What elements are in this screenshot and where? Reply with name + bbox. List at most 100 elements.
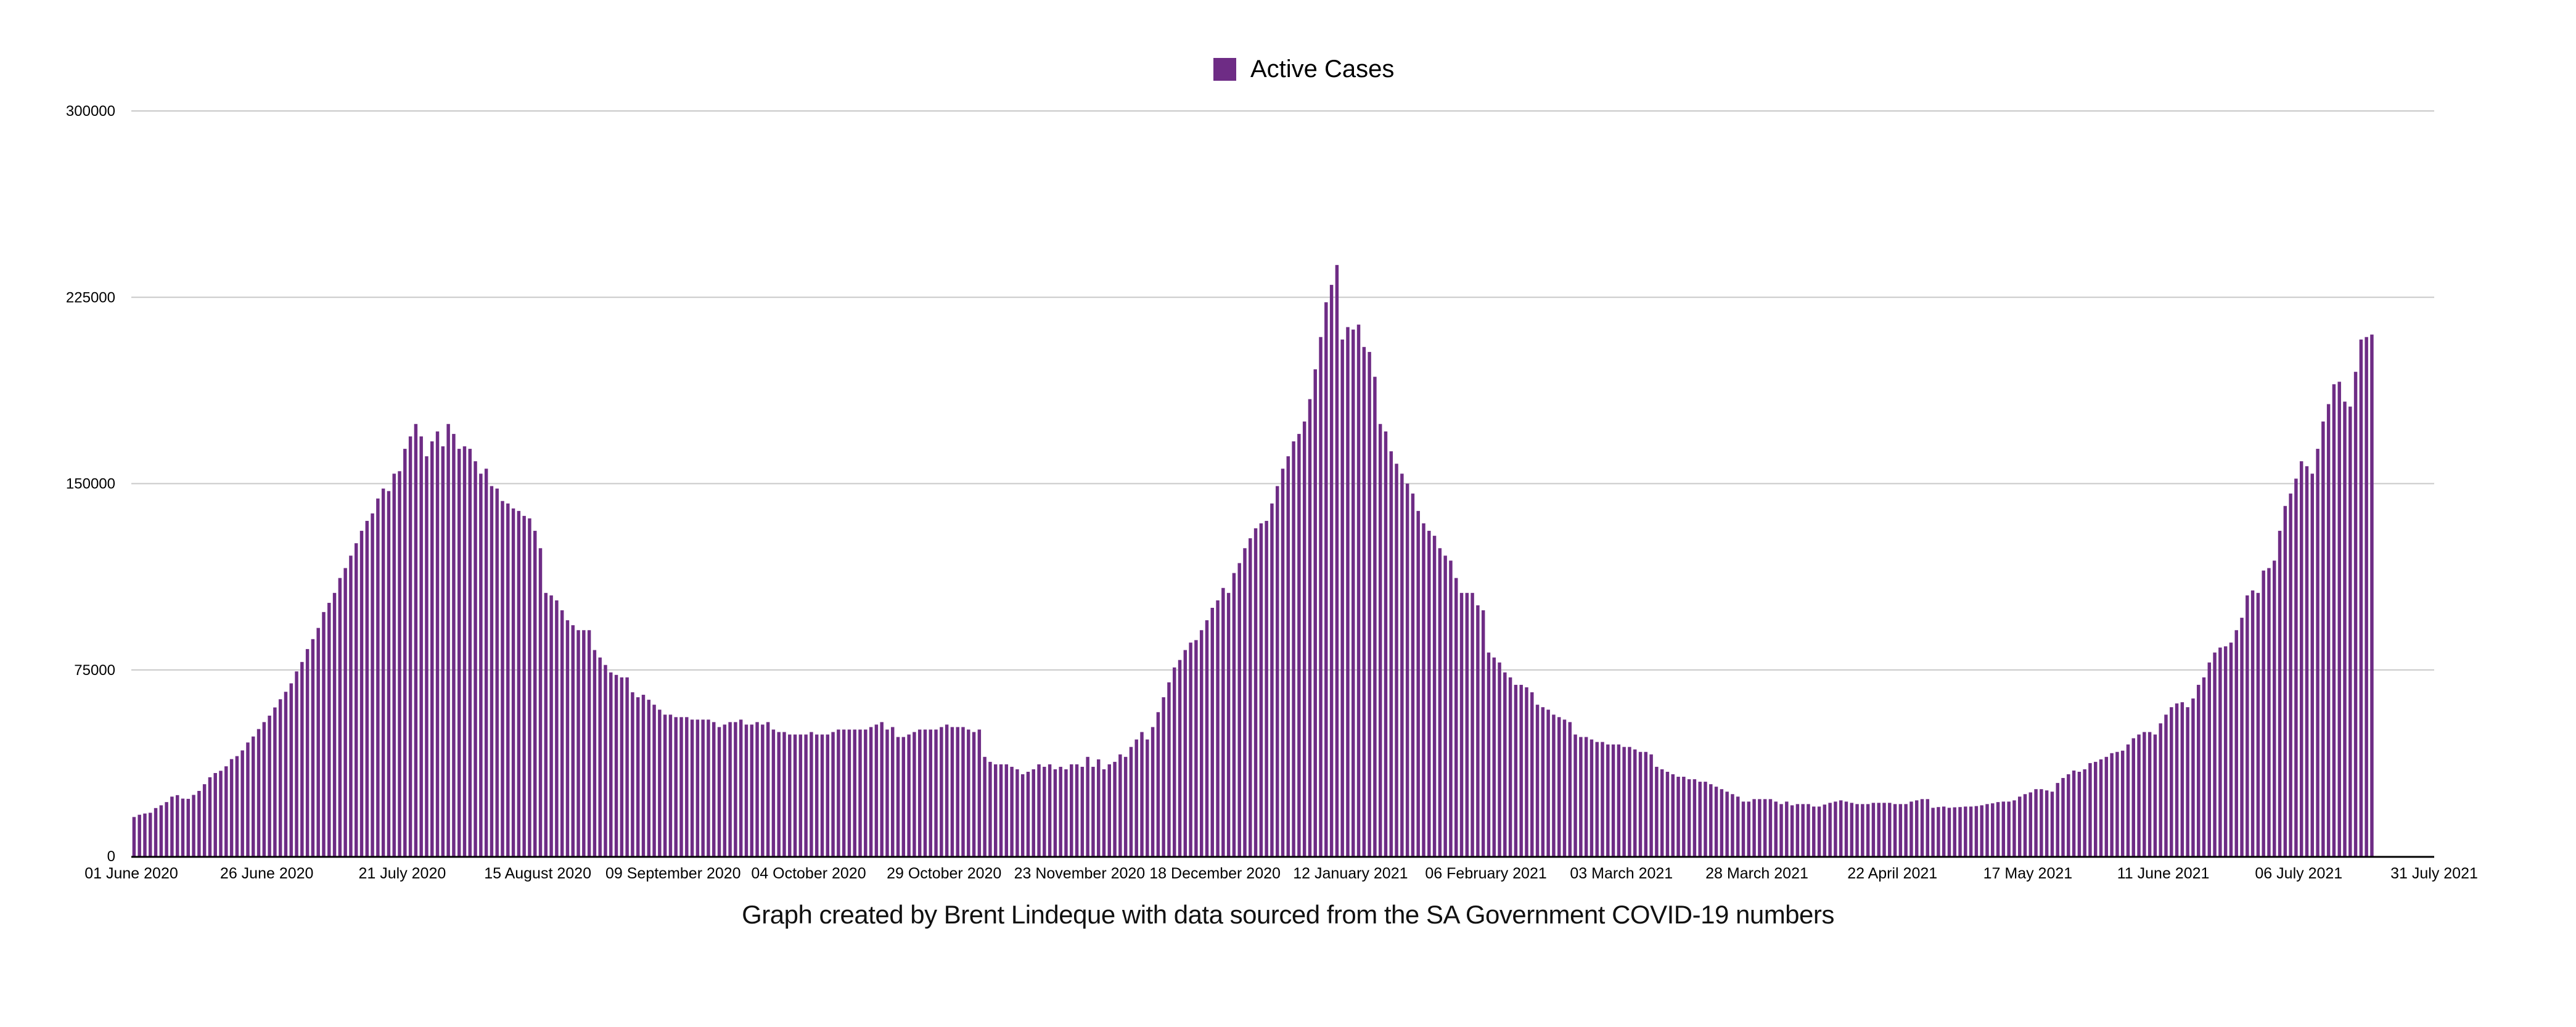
bar	[2278, 531, 2282, 856]
x-tick-label: 28 March 2021	[1705, 865, 1808, 882]
bar	[305, 649, 310, 856]
bar	[717, 727, 721, 856]
bar	[1817, 806, 1821, 856]
bar	[1584, 737, 1588, 856]
bar	[1146, 739, 1149, 856]
bar	[1368, 351, 1371, 856]
bar	[1807, 804, 1810, 856]
bar	[961, 727, 965, 856]
bar	[1151, 727, 1155, 856]
bar	[1471, 592, 1474, 856]
bar	[1795, 804, 1800, 856]
bar	[1676, 777, 1680, 856]
bar	[571, 625, 575, 856]
x-tick-label: 01 June 2020	[84, 865, 178, 882]
x-tick-label: 06 February 2021	[1425, 865, 1546, 882]
bar	[913, 732, 916, 856]
bar	[2147, 732, 2152, 856]
bar	[2234, 630, 2238, 856]
bar	[1611, 744, 1615, 856]
bar	[804, 734, 808, 856]
bar	[2289, 493, 2292, 856]
bar	[1823, 804, 1827, 856]
bar	[501, 501, 504, 856]
bar	[2120, 750, 2125, 856]
bar	[788, 734, 792, 856]
bar	[1617, 744, 1621, 856]
bar	[2153, 734, 2157, 856]
bar	[2310, 473, 2314, 856]
bar	[582, 630, 586, 856]
legend-label-active-cases: Active Cases	[1250, 55, 1395, 83]
bar	[295, 671, 298, 856]
bar	[1779, 804, 1783, 856]
bar	[149, 812, 152, 856]
bar	[2028, 792, 2032, 856]
bar	[1801, 804, 1805, 856]
bar	[1692, 779, 1697, 856]
bar	[1557, 717, 1561, 856]
bar	[1953, 807, 1956, 856]
bar	[1714, 787, 1718, 856]
bar	[2213, 652, 2217, 856]
bar	[202, 784, 207, 856]
bar	[268, 715, 271, 856]
bar	[1682, 777, 1686, 856]
bar	[1080, 766, 1085, 856]
bar	[576, 630, 580, 856]
bar	[810, 732, 813, 856]
bar	[555, 600, 559, 856]
bar	[755, 722, 759, 856]
bar	[1449, 560, 1453, 856]
bar	[1649, 754, 1653, 856]
bar	[1324, 302, 1328, 856]
bar	[967, 729, 970, 856]
bar	[175, 795, 179, 856]
bar	[1194, 640, 1198, 856]
bar	[1221, 587, 1225, 856]
bar	[2143, 732, 2146, 856]
bar	[1178, 660, 1182, 856]
bar	[143, 813, 147, 856]
bar	[2229, 642, 2233, 856]
bar	[2023, 794, 2027, 856]
bar	[1898, 804, 1903, 856]
bar	[408, 436, 412, 856]
bar	[728, 722, 732, 856]
bar	[826, 734, 830, 856]
bar	[1070, 764, 1073, 856]
bar	[674, 717, 678, 856]
bar	[1871, 803, 1876, 856]
bar	[1888, 803, 1892, 856]
bar	[972, 732, 976, 856]
bar	[1140, 732, 1144, 856]
bar	[398, 471, 401, 856]
bar	[690, 719, 694, 856]
bar	[1286, 456, 1290, 856]
bar	[2299, 461, 2303, 856]
bar	[1270, 503, 1274, 856]
bar	[284, 692, 288, 856]
bar	[782, 732, 786, 856]
bar	[132, 817, 136, 856]
bar	[1356, 324, 1361, 856]
bar	[2067, 774, 2070, 856]
bar	[462, 446, 467, 856]
bar	[1313, 369, 1317, 856]
bar	[181, 798, 185, 856]
bar	[137, 814, 141, 856]
bar	[560, 610, 564, 856]
bar	[2104, 756, 2109, 856]
bar	[598, 657, 602, 856]
bar	[387, 491, 391, 856]
bar	[1790, 805, 1794, 856]
bar	[777, 732, 781, 856]
bar	[2348, 406, 2352, 856]
bar	[1091, 766, 1095, 856]
bar	[425, 456, 429, 856]
bar	[2365, 337, 2368, 856]
bar	[814, 734, 819, 856]
bar	[2159, 723, 2162, 856]
bar	[1741, 801, 1745, 856]
bar	[1340, 339, 1344, 856]
